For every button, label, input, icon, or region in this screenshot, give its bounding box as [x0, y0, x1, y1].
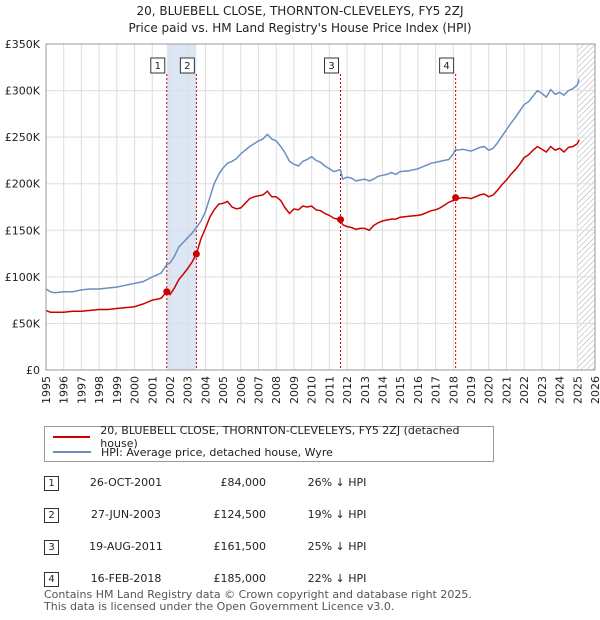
sale-number-badge: 3 — [44, 540, 59, 555]
x-tick-label: 2004 — [199, 376, 212, 404]
x-tick-label: 2012 — [341, 376, 354, 404]
sale-label-number: 2 — [184, 61, 190, 72]
legend-swatch-red — [53, 436, 91, 438]
sale-label-number: 1 — [155, 61, 161, 72]
sale-date: 27-JUN-2003 — [90, 508, 162, 521]
x-tick-label: 2001 — [146, 376, 159, 404]
x-tick-label: 2003 — [182, 376, 195, 404]
x-tick-label: 2015 — [394, 376, 407, 404]
sale-date: 19-AUG-2011 — [89, 540, 163, 553]
x-tick-label: 2000 — [129, 376, 142, 404]
x-tick-label: 1997 — [75, 376, 88, 404]
footer-licence: This data is licensed under the Open Gov… — [44, 600, 395, 613]
y-tick-label: £350K — [5, 38, 41, 51]
sale-label-number: 4 — [443, 61, 449, 72]
legend-label-price-paid: 20, BLUEBELL CLOSE, THORNTON-CLEVELEYS, … — [100, 424, 460, 450]
chart-title-address: 20, BLUEBELL CLOSE, THORNTON-CLEVELEYS, … — [136, 4, 464, 18]
x-tick-label: 2013 — [359, 376, 372, 404]
sale-point — [192, 250, 200, 258]
x-tick-label: 2021 — [500, 376, 513, 404]
sale-label-box — [179, 57, 195, 74]
sale-price: £185,000 — [213, 572, 267, 585]
price-chart: 1 2 3 4 £0 £50K £100K £150K £200K £250K £300K £350K… — [5, 38, 600, 404]
sale-hpi-diff: 26% ↓ HPI — [307, 476, 367, 489]
chart-legend: 20, BLUEBELL CLOSE, THORNTON-CLEVELEYS, … — [44, 424, 494, 462]
x-tick-label: 2024 — [554, 376, 567, 404]
footer-attribution: Contains HM Land Registry data © Crown c… — [44, 589, 472, 613]
x-tick-label: 2014 — [376, 376, 389, 404]
x-tick-label: 2010 — [306, 376, 319, 404]
table-row: 4 16-FEB-2018 £185,000 22% ↓ HPI — [0, 572, 600, 592]
x-tick-label: 2019 — [465, 376, 478, 404]
plot-area — [46, 44, 595, 370]
legend-item-hpi: HPI: Average price, detached house, Wyre — [53, 445, 333, 459]
sale-price: £84,000 — [220, 476, 267, 489]
sale-price: £161,500 — [213, 540, 267, 553]
sale-label-number: 3 — [328, 61, 334, 72]
sale-number-badge: 2 — [44, 508, 59, 523]
sale-hpi-diff: 22% ↓ HPI — [307, 572, 367, 585]
y-tick-label: £50K — [12, 317, 41, 330]
x-tick-label: 1995 — [40, 376, 53, 404]
table-row: 1 26-OCT-2001 £84,000 26% ↓ HPI — [0, 476, 600, 496]
sale-hpi-diff: 25% ↓ HPI — [307, 540, 367, 553]
x-tick-label: 2018 — [447, 376, 460, 404]
sale-point — [163, 288, 171, 296]
y-tick-label: £150K — [5, 224, 41, 237]
legend-item-price-paid: 20, BLUEBELL CLOSE, THORNTON-CLEVELEYS, … — [53, 424, 493, 450]
footer-copyright: Contains HM Land Registry data © Crown c… — [44, 588, 472, 601]
x-tick-label: 1998 — [93, 376, 106, 404]
sale-number-badge: 4 — [44, 572, 59, 587]
x-tick-label: 2011 — [323, 376, 336, 404]
x-tick-label: 2016 — [412, 376, 425, 404]
x-tick-label: 2005 — [217, 376, 230, 404]
x-tick-label: 2020 — [483, 376, 496, 404]
x-tick-label: 2017 — [430, 376, 443, 404]
y-tick-label: £100K — [5, 271, 41, 284]
x-tick-label: 2025 — [571, 376, 584, 404]
sale-date: 26-OCT-2001 — [89, 476, 163, 489]
x-tick-label: 2022 — [518, 376, 531, 404]
forecast-hatched-region — [577, 44, 595, 370]
x-tick-label: 2009 — [288, 376, 301, 404]
x-tick-label: 1996 — [58, 376, 71, 404]
x-tick-label: 2002 — [164, 376, 177, 404]
chart-subtitle: Price paid vs. HM Land Registry's House … — [128, 21, 472, 35]
y-tick-label: £200K — [5, 178, 41, 191]
x-tick-label: 2026 — [589, 376, 600, 404]
sale-label-box — [150, 57, 166, 74]
legend-swatch-blue — [53, 451, 91, 453]
x-tick-label: 2008 — [270, 376, 283, 404]
hpi-series-line — [45, 79, 580, 294]
table-row: 3 19-AUG-2011 £161,500 25% ↓ HPI — [0, 540, 600, 560]
x-tick-label: 2007 — [253, 376, 266, 404]
sale-period-band — [166, 44, 197, 370]
x-tick-label: 1999 — [111, 376, 124, 404]
sale-label-box — [439, 57, 455, 74]
table-row: 2 27-JUN-2003 £124,500 19% ↓ HPI — [0, 508, 600, 528]
x-tick-label: 2006 — [235, 376, 248, 404]
sale-number-badge: 1 — [44, 476, 59, 491]
x-tick-label: 2023 — [536, 376, 549, 404]
plot-border — [45, 43, 596, 371]
sale-point — [337, 216, 345, 224]
sale-date: 16-FEB-2018 — [90, 572, 162, 585]
sale-label-box — [324, 57, 340, 74]
y-tick-label: £0 — [26, 364, 40, 377]
sale-point — [452, 194, 460, 202]
y-tick-label: £250K — [5, 131, 41, 144]
y-tick-label: £300K — [5, 85, 41, 98]
sale-hpi-diff: 19% ↓ HPI — [307, 508, 367, 521]
sale-price: £124,500 — [213, 508, 267, 521]
legend-label-hpi: HPI: Average price, detached house, Wyre — [101, 445, 333, 459]
